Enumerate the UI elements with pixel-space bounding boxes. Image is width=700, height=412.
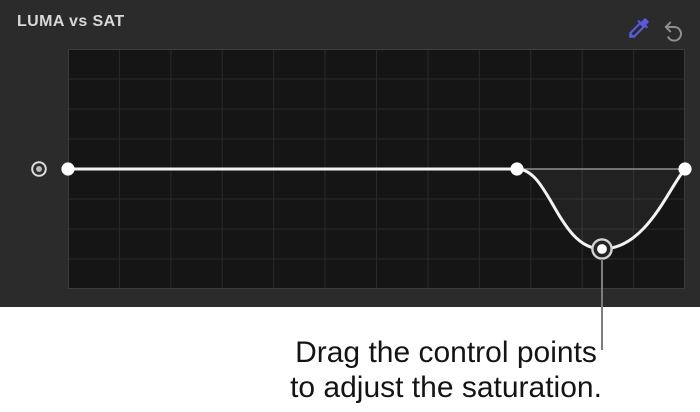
master-control-point[interactable] (31, 161, 47, 177)
eyedropper-icon[interactable] (626, 15, 652, 41)
caption-line1: Drag the control points (295, 336, 597, 369)
caption: Drag the control points to adjust the sa… (196, 335, 696, 405)
luma-vs-sat-panel: LUMA vs SAT (0, 0, 700, 307)
control-point-2[interactable] (510, 162, 524, 176)
eyedropper-glyph (629, 18, 650, 38)
panel-title: LUMA vs SAT (17, 13, 125, 30)
control-point-4[interactable] (678, 162, 692, 176)
caption-line2: to adjust the saturation. (290, 371, 602, 404)
control-point-3-selected[interactable] (591, 238, 613, 260)
undo-icon[interactable] (661, 19, 685, 43)
curve-editor-grid[interactable] (0, 0, 700, 307)
callout-line (601, 259, 603, 350)
undo-glyph (664, 21, 682, 42)
control-point-1[interactable] (61, 162, 75, 176)
